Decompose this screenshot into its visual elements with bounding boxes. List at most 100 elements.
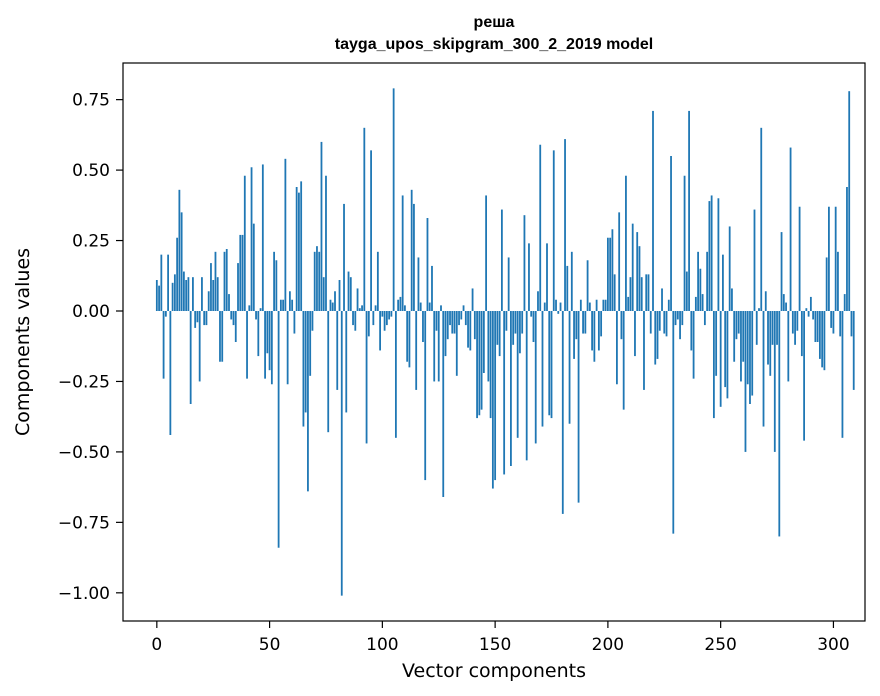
bar [629, 277, 632, 311]
bar [647, 274, 650, 311]
bar [663, 311, 666, 334]
bar [397, 299, 400, 311]
bar [205, 311, 208, 326]
bar [672, 311, 675, 534]
bar [841, 311, 844, 438]
bar [514, 311, 517, 334]
x-tick-label: 50 [259, 635, 281, 655]
bar [390, 311, 393, 317]
bar [812, 311, 815, 320]
bar [401, 195, 404, 311]
bars-layer [155, 88, 855, 596]
bar [706, 251, 709, 311]
bar [584, 311, 587, 334]
bar [507, 257, 510, 311]
bar [776, 311, 778, 345]
bar [449, 311, 451, 326]
bar [322, 277, 325, 311]
bar [356, 288, 359, 311]
bar [385, 311, 388, 326]
bar [298, 192, 300, 311]
bar [733, 311, 736, 362]
bar [485, 195, 487, 311]
bar [482, 311, 485, 373]
bar [631, 223, 634, 311]
bar [582, 311, 584, 334]
bar [613, 274, 616, 311]
bar [343, 203, 345, 311]
bar [496, 311, 499, 345]
bar [579, 299, 582, 311]
bar [692, 311, 695, 379]
bar [201, 277, 203, 311]
bar [731, 288, 733, 311]
bar [773, 311, 776, 452]
bar [455, 311, 458, 376]
bar [676, 311, 679, 320]
bar [422, 311, 424, 342]
bar [431, 265, 433, 311]
bar [719, 311, 722, 407]
bar [210, 263, 212, 311]
bar [433, 311, 436, 382]
bar [246, 311, 248, 379]
bar [805, 308, 808, 311]
bar [780, 232, 783, 311]
bar [505, 311, 508, 331]
bar [185, 280, 188, 311]
bar [494, 311, 497, 481]
bar [381, 311, 384, 317]
bar [767, 311, 769, 365]
bar [751, 311, 754, 396]
bar [196, 311, 199, 323]
bar [541, 311, 544, 427]
bar [340, 311, 343, 596]
bar [372, 311, 375, 326]
bar [453, 311, 456, 334]
bar [846, 187, 848, 311]
bar [852, 311, 855, 390]
bar [760, 127, 763, 311]
bar [487, 311, 490, 382]
y-tick-label: −0.75 [58, 513, 110, 533]
bar [444, 311, 447, 357]
bar [169, 311, 172, 435]
bar [462, 305, 465, 311]
bar [627, 296, 630, 311]
bar [703, 311, 706, 326]
bar [424, 311, 427, 481]
bar [634, 311, 636, 357]
bar [561, 311, 564, 514]
bar [248, 305, 251, 311]
bar [694, 296, 697, 311]
bar [832, 311, 835, 334]
bar [837, 251, 839, 311]
bar [622, 311, 625, 410]
bar [764, 291, 767, 311]
bar [349, 277, 352, 311]
x-tick-label: 250 [704, 635, 736, 655]
bar [189, 311, 192, 404]
bar [645, 274, 648, 311]
y-tick-label: −0.25 [58, 372, 110, 392]
bar [437, 311, 440, 382]
bar [726, 311, 729, 399]
bar [182, 271, 185, 311]
bar [546, 243, 548, 311]
bar [539, 144, 542, 311]
bar [282, 299, 285, 311]
bar [616, 311, 618, 385]
y-tick-label: 0.25 [72, 232, 110, 252]
bar [250, 167, 253, 311]
bar [173, 274, 176, 311]
chart-subtitle: tayga_upos_skipgram_300_2_2019 model [334, 36, 654, 53]
bar [794, 311, 796, 345]
bar [510, 311, 512, 466]
bar [839, 311, 842, 337]
bar [519, 311, 521, 354]
bar [534, 311, 537, 444]
bar [354, 311, 357, 331]
bar [408, 311, 411, 368]
bar [525, 311, 528, 461]
bar [288, 291, 291, 311]
